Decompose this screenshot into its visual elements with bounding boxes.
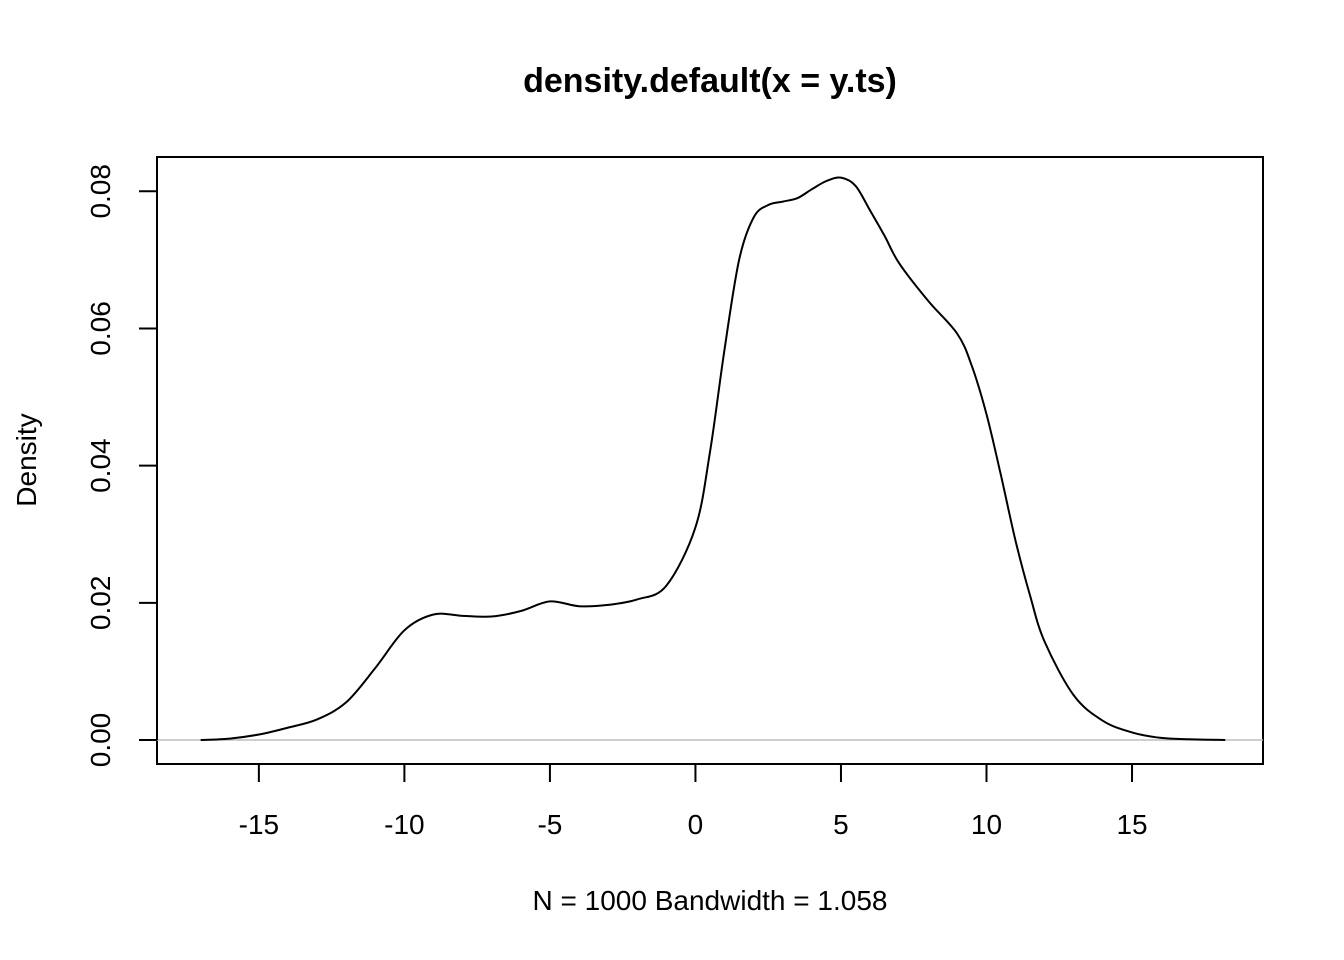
- x-tick-label: -5: [537, 809, 562, 840]
- x-tick-label: 10: [971, 809, 1002, 840]
- x-tick-label: 15: [1116, 809, 1147, 840]
- y-tick-label: 0.06: [85, 301, 116, 356]
- x-tick-label: -15: [239, 809, 279, 840]
- y-tick-label: 0.02: [85, 576, 116, 631]
- plot-frame: [156, 156, 1264, 765]
- chart-title: density.default(x = y.ts): [523, 62, 897, 100]
- y-axis-label: Density: [11, 413, 42, 506]
- plot-marks: -15 -10 -5 0 5 10 15 0.00 0.02 0.04 0.06 0.08: [85, 164, 1263, 840]
- y-tick-label: 0.00: [85, 713, 116, 768]
- x-tick-label: -10: [384, 809, 424, 840]
- density-curve: [200, 176, 1226, 741]
- x-tick-label: 0: [688, 809, 704, 840]
- y-tick-label: 0.04: [85, 438, 116, 493]
- x-tick-label: 5: [833, 809, 849, 840]
- y-tick-label: 0.08: [85, 164, 116, 219]
- x-axis-label: N = 1000 Bandwidth = 1.058: [533, 885, 888, 916]
